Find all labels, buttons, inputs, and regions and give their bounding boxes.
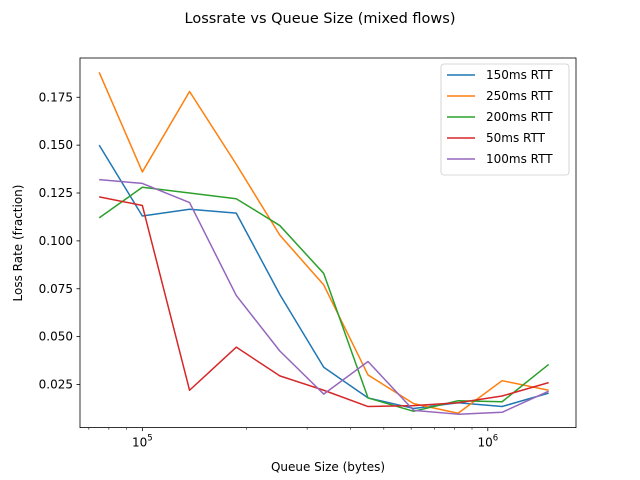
legend-label: 200ms RTT — [486, 110, 553, 124]
legend-label: 100ms RTT — [486, 152, 553, 166]
series-line — [98, 144, 549, 410]
y-tick-label: 0.075 — [39, 282, 73, 296]
legend-label: 150ms RTT — [486, 68, 553, 82]
y-tick-label: 0.100 — [39, 234, 73, 248]
legend-label: 50ms RTT — [486, 131, 546, 145]
y-tick-label: 0.050 — [39, 330, 73, 344]
x-tick-label: 106 — [477, 434, 498, 450]
series-lines — [98, 72, 550, 415]
y-tick-label: 0.125 — [39, 186, 73, 200]
chart-title: Lossrate vs Queue Size (mixed flows) — [185, 11, 456, 27]
axis-ticks: 0.025 0.050 0.075 0.100 0.125 0.150 0.175 105 10… — [39, 90, 499, 449]
y-tick-label: 0.175 — [39, 90, 73, 104]
x-axis-label: Queue Size (bytes) — [271, 460, 385, 474]
y-axis-label: Loss Rate (fraction) — [11, 185, 25, 302]
legend: 150ms RTT 250ms RTT 200ms RTT 50ms RTT 100ms… — [440, 63, 570, 176]
series-line — [99, 196, 549, 408]
legend-label: 250ms RTT — [486, 89, 553, 103]
legend-box — [440, 63, 570, 176]
series-line — [98, 72, 549, 414]
y-tick-label: 0.025 — [39, 378, 73, 392]
x-tick-label: 105 — [132, 434, 153, 450]
plot-frame — [79, 57, 577, 429]
series-line — [99, 178, 549, 415]
y-tick-label: 0.150 — [39, 138, 73, 152]
